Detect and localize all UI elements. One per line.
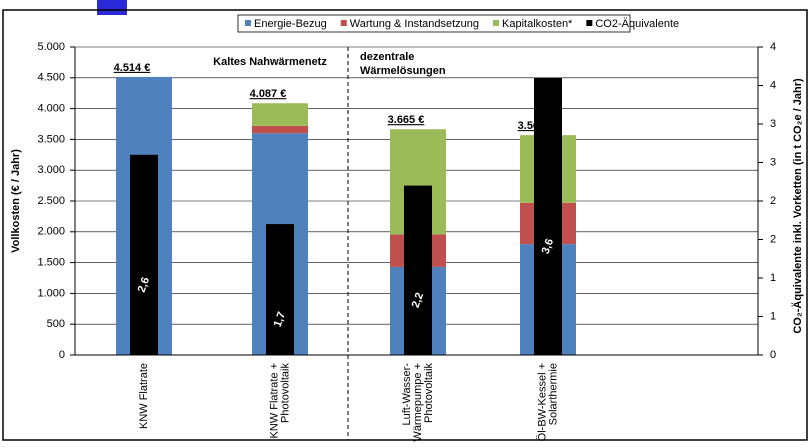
data-label: 2,2 xyxy=(410,291,427,309)
co2-bar xyxy=(534,77,562,356)
y-tick-label: 2.000 xyxy=(37,226,65,238)
y2-tick-label: 2 xyxy=(770,233,776,245)
legend-box xyxy=(237,14,631,33)
y-tick-label: 0 xyxy=(59,349,65,361)
legend-label: Kapitalkosten* xyxy=(502,18,573,30)
co2-bar xyxy=(130,154,158,355)
y2-tick-label: 4 xyxy=(770,79,776,91)
y-tick-label: 500 xyxy=(47,318,65,330)
legend-label: Wartung & Instandsetzung xyxy=(350,18,479,30)
chart-frame xyxy=(2,9,808,441)
data-label: 1,7 xyxy=(272,310,289,328)
x-tick-label: Luft-Wasser-Wärmepumpe +Photovoltaik xyxy=(401,363,435,442)
y-tick-label: 4.000 xyxy=(37,103,65,115)
legend-swatch xyxy=(493,20,500,26)
y2-tick-label: 1 xyxy=(770,272,776,284)
y2-tick-label: 1 xyxy=(770,310,776,322)
cost-bar xyxy=(252,103,308,126)
y2-tick-label: 4 xyxy=(770,41,776,53)
annotation: Kaltes Nahwärmenetz xyxy=(213,56,327,68)
data-label: 3,6 xyxy=(540,237,557,255)
y-tick-label: 3.000 xyxy=(37,164,65,176)
y2-tick-label: 2 xyxy=(770,195,776,207)
legend-label: Energie-Bezug xyxy=(254,18,327,30)
data-label: 2,6 xyxy=(136,276,153,294)
legend-swatch xyxy=(245,20,251,26)
legend-swatch xyxy=(586,20,593,26)
co2-bar xyxy=(266,224,294,355)
cost-bar xyxy=(252,125,308,134)
annotation: dezentrale xyxy=(360,51,414,63)
y2-tick-label: 0 xyxy=(770,349,776,361)
y-tick-label: 3.500 xyxy=(37,133,65,145)
y-tick-label: 5.000 xyxy=(37,41,65,53)
legend-swatch xyxy=(340,20,347,26)
x-tick-label: Öl-BW-Kessel +Solarthermie xyxy=(536,363,559,441)
y-tick-label: 2.500 xyxy=(37,195,65,207)
total-label: 4.514 € xyxy=(114,62,151,74)
y-tick-label: 1.000 xyxy=(37,287,65,299)
y-axis-label: Vollkosten (€ / Jahr) xyxy=(10,149,22,253)
annotation: Wärmelösungen xyxy=(360,65,446,77)
x-tick-label: KNW Flatrate +Photovoltaik xyxy=(268,363,291,439)
legend-label: CO2-Äquivalente xyxy=(595,18,679,30)
y-tick-label: 1.500 xyxy=(37,257,65,269)
total-label: 3.665 € xyxy=(388,114,425,126)
x-tick-label: KNW Flatrate xyxy=(138,363,150,429)
co2-bar xyxy=(404,185,432,355)
corner-marker xyxy=(97,0,127,15)
total-label: 4.087 € xyxy=(250,88,287,100)
y-tick-label: 4.500 xyxy=(37,72,65,84)
y2-axis-label: CO₂-Äquivalente inkl. Vorketten (in t CO… xyxy=(791,78,804,334)
total-label: 3.569 € xyxy=(518,120,555,132)
y2-tick-label: 3 xyxy=(770,118,776,130)
y2-tick-label: 3 xyxy=(770,156,776,168)
